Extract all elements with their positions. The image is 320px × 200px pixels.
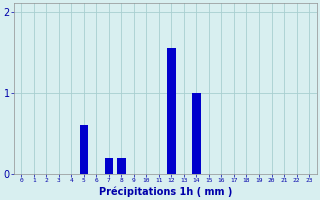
Bar	[105, 158, 113, 174]
X-axis label: Précipitations 1h ( mm ): Précipitations 1h ( mm )	[99, 186, 232, 197]
Bar	[80, 125, 88, 174]
Bar	[192, 93, 201, 174]
Bar	[117, 158, 126, 174]
Bar	[167, 48, 176, 174]
